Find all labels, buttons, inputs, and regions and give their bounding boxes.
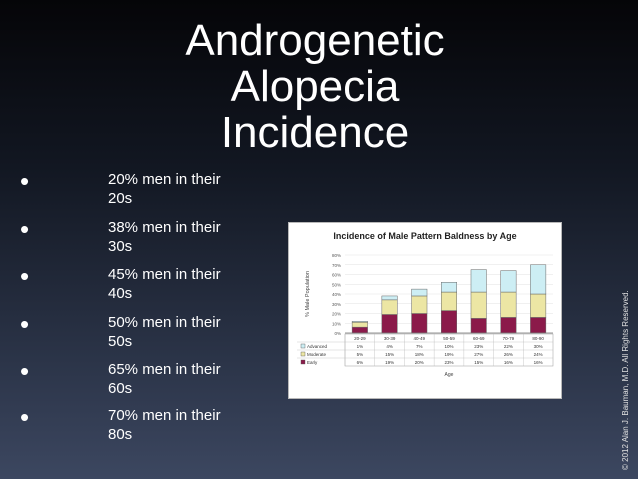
legend-swatch-early bbox=[300, 359, 306, 365]
bar-segment-advanced bbox=[530, 264, 547, 295]
bar-segment-moderate bbox=[530, 293, 547, 318]
data-label: 23% bbox=[444, 360, 453, 365]
bullet-dot-icon: • bbox=[20, 214, 30, 244]
bar-segment-advanced bbox=[381, 295, 398, 301]
bullet-text-line-2: 40s bbox=[108, 285, 133, 302]
data-label: 7% bbox=[416, 344, 423, 349]
bullet-text-line-1: 45% men in their bbox=[108, 266, 221, 283]
bar-segment-advanced bbox=[351, 321, 368, 323]
x-tick-label: 50-59 bbox=[443, 336, 455, 341]
legend-swatch-advanced bbox=[300, 343, 306, 349]
bar-segment-early bbox=[441, 310, 457, 334]
data-label: 6% bbox=[357, 360, 364, 365]
x-tick-label: 70-79 bbox=[503, 336, 515, 341]
bar-segment-moderate bbox=[351, 322, 368, 328]
bullet-text-line-1: 20% men in their bbox=[108, 171, 221, 188]
data-label: 16% bbox=[534, 360, 543, 365]
bullet-text-line-1: 50% men in their bbox=[108, 314, 221, 331]
bar-segment-moderate bbox=[441, 291, 457, 311]
data-label: 1% bbox=[357, 344, 364, 349]
data-label: 24% bbox=[534, 352, 543, 357]
bullet-dot-icon: • bbox=[20, 309, 30, 339]
x-tick-label: 40-49 bbox=[414, 336, 426, 341]
copyright-notice: © 2012 Alan J. Bauman, M.D. All Rights R… bbox=[621, 290, 630, 470]
y-tick-label: 50% bbox=[332, 282, 341, 287]
data-label: 26% bbox=[504, 352, 513, 357]
bar-segment-advanced bbox=[500, 270, 517, 293]
bullet-text-line-1: 65% men in their bbox=[108, 361, 221, 378]
bullet-item: • 65% men in their 60s bbox=[20, 356, 221, 398]
x-tick-label: 80-90 bbox=[532, 336, 544, 341]
legend-label-advanced: Advanced bbox=[307, 344, 328, 349]
data-label: 15% bbox=[474, 360, 483, 365]
baldness-chart: Incidence of Male Pattern Baldness by Ag… bbox=[288, 222, 562, 399]
bullet-text-line-1: 38% men in their bbox=[108, 219, 221, 236]
bar-segment-moderate bbox=[500, 291, 517, 318]
y-tick-label: 60% bbox=[332, 273, 341, 278]
bullet-item: • 38% men in their 30s bbox=[20, 214, 221, 256]
bullet-text-line-2: 30s bbox=[108, 238, 133, 255]
data-label: 5% bbox=[357, 352, 364, 357]
data-label: 10% bbox=[444, 344, 453, 349]
title-line-1: Androgenetic bbox=[185, 16, 445, 65]
bar-segment-early bbox=[351, 326, 368, 334]
bar-segment-early bbox=[530, 317, 547, 334]
bullet-item: • 50% men in their 50s bbox=[20, 309, 221, 351]
data-label: 18% bbox=[415, 352, 424, 357]
bar-segment-early bbox=[381, 314, 398, 334]
legend-label-early: Early bbox=[307, 360, 318, 365]
title-line-2: Alopecia bbox=[230, 62, 400, 111]
y-tick-label: 40% bbox=[332, 292, 341, 297]
bar-segment-advanced bbox=[411, 288, 428, 297]
data-label: 30% bbox=[534, 344, 543, 349]
bullet-dot-icon: • bbox=[20, 356, 30, 386]
slide-title: Androgenetic Alopecia Incidence bbox=[150, 18, 480, 156]
bullet-dot-icon: • bbox=[20, 402, 30, 432]
bullet-text-line-1: 70% men in their bbox=[108, 407, 221, 424]
bar-segment-moderate bbox=[470, 291, 487, 319]
y-tick-label: 30% bbox=[332, 302, 341, 307]
bullet-item: • 70% men in their 80s bbox=[20, 402, 221, 444]
y-tick-label: 0% bbox=[334, 331, 341, 336]
bullet-dot-icon: • bbox=[20, 261, 30, 291]
chart-svg: Incidence of Male Pattern Baldness by Ag… bbox=[297, 231, 554, 378]
legend-swatch-moderate bbox=[300, 351, 306, 357]
y-tick-label: 20% bbox=[332, 312, 341, 317]
data-label: 20% bbox=[415, 360, 424, 365]
bullet-item: • 45% men in their 40s bbox=[20, 261, 221, 303]
legend-label-moderate: Moderate bbox=[307, 352, 327, 357]
title-line-3: Incidence bbox=[220, 108, 410, 157]
x-axis-label: Age bbox=[445, 372, 454, 378]
x-tick-label: 60-69 bbox=[473, 336, 485, 341]
bullet-text-line-2: 50s bbox=[108, 333, 133, 350]
x-tick-label: 20-29 bbox=[354, 336, 366, 341]
bullet-dot-icon: • bbox=[20, 166, 30, 196]
bullet-item: • 20% men in their 20s bbox=[20, 166, 221, 208]
bar-segment-moderate bbox=[381, 299, 398, 315]
data-label: 4% bbox=[386, 344, 393, 349]
data-label: 27% bbox=[474, 352, 483, 357]
y-tick-label: 70% bbox=[332, 263, 341, 268]
data-label: 22% bbox=[504, 344, 513, 349]
data-label: 16% bbox=[504, 360, 513, 365]
y-tick-label: 10% bbox=[332, 321, 341, 326]
bar-segment-advanced bbox=[470, 269, 487, 293]
data-label: 23% bbox=[474, 344, 483, 349]
bullet-text-line-2: 80s bbox=[108, 426, 133, 443]
y-axis-label: % Male Population bbox=[305, 271, 311, 317]
bar-segment-early bbox=[411, 313, 428, 334]
bullet-text-line-2: 60s bbox=[108, 380, 133, 397]
data-label: 15% bbox=[385, 352, 394, 357]
y-tick-label: 80% bbox=[332, 253, 341, 258]
data-label: 19% bbox=[444, 352, 453, 357]
bar-segment-early bbox=[500, 317, 517, 334]
data-label: 19% bbox=[385, 360, 394, 365]
bar-segment-moderate bbox=[411, 295, 428, 314]
bar-segment-early bbox=[470, 318, 487, 334]
bar-segment-advanced bbox=[441, 282, 457, 293]
x-tick-label: 30-39 bbox=[384, 336, 396, 341]
chart-title: Incidence of Male Pattern Baldness by Ag… bbox=[333, 231, 516, 241]
bullet-text-line-2: 20s bbox=[108, 190, 133, 207]
